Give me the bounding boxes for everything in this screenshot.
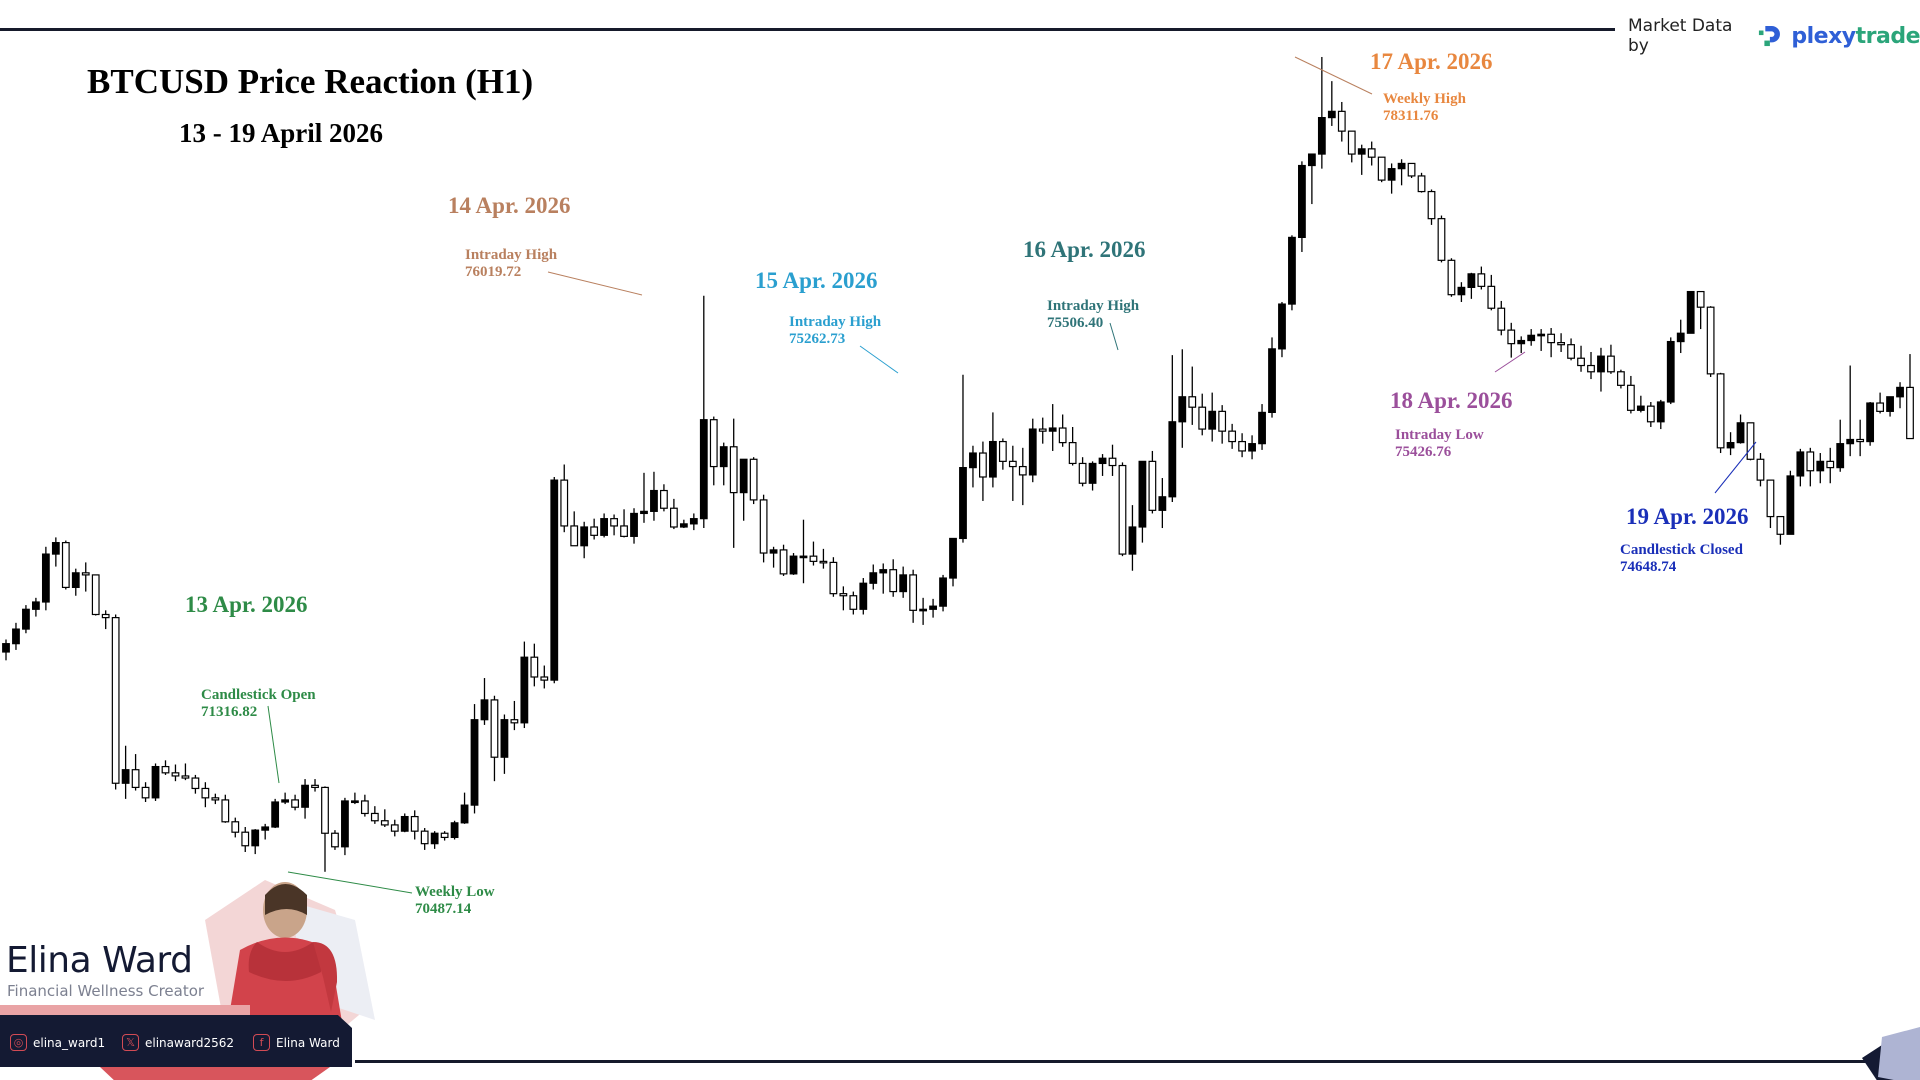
social-facebook[interactable]: f Elina Ward: [253, 1034, 340, 1051]
day-label-18apr: 18 Apr. 2026: [1390, 388, 1513, 413]
day-label-13apr: 13 Apr. 2026: [185, 592, 308, 617]
chart-subtitle: 13 - 19 April 2026: [179, 118, 384, 148]
chart-title: BTCUSD Price Reaction (H1): [87, 62, 534, 101]
brand-prefix: Market Data by: [1628, 16, 1733, 56]
creator-name: Elina Ward: [6, 940, 193, 981]
header-divider: [0, 28, 1615, 31]
note-candlestick-open: Candlestick Open 71316.82: [201, 687, 316, 720]
creator-role: Financial Wellness Creator: [7, 982, 205, 1000]
x-icon: 𝕏: [122, 1034, 139, 1051]
facebook-icon: f: [253, 1034, 270, 1051]
day-label-19apr: 19 Apr. 2026: [1626, 504, 1749, 529]
market-data-brand: Market Data by plexytrade: [1628, 16, 1920, 56]
day-label-14apr: 14 Apr. 2026: [448, 193, 571, 218]
note-intraday-high-16apr: Intraday High 75506.40: [1047, 298, 1140, 331]
day-label-16apr: 16 Apr. 2026: [1023, 237, 1146, 262]
brand-name: plexytrade: [1791, 23, 1920, 49]
plexytrade-logo-icon: [1758, 25, 1780, 47]
social-bar: [0, 1015, 352, 1067]
note-weekly-low: Weekly Low 70487.14: [415, 884, 495, 917]
corner-decoration: [1862, 1027, 1920, 1080]
footer-divider: [355, 1060, 1870, 1063]
day-label-15apr: 15 Apr. 2026: [755, 268, 878, 293]
day-label-17apr: 17 Apr. 2026: [1370, 49, 1493, 74]
note-candlestick-closed: Candlestick Closed 74648.74: [1620, 542, 1743, 575]
note-intraday-low-18apr: Intraday Low 75426.76: [1395, 427, 1484, 460]
accent-stripe: [0, 1005, 250, 1017]
note-intraday-high-14apr: Intraday High 76019.72: [465, 247, 558, 280]
note-intraday-high-15apr: Intraday High 75262.73: [789, 314, 882, 347]
note-weekly-high: Weekly High 78311.76: [1383, 91, 1466, 124]
accent-bottom: [100, 1067, 330, 1080]
instagram-icon: ◎: [10, 1034, 27, 1051]
social-instagram[interactable]: ◎ elina_ward1: [10, 1034, 105, 1051]
